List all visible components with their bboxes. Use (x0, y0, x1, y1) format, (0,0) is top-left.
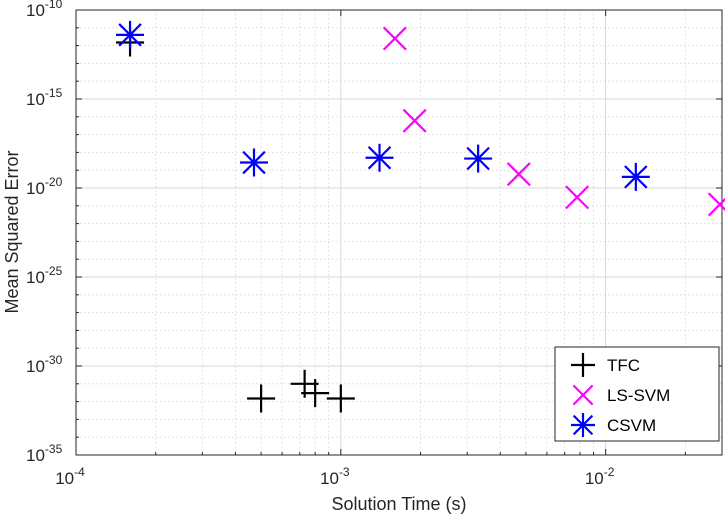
marker-tfc (247, 384, 276, 413)
x-tick-label: 10-4 (55, 465, 85, 488)
legend-marker-csvm (571, 413, 595, 437)
y-tick-exponent: -15 (45, 86, 63, 100)
x-tick-label: 10-2 (585, 465, 615, 488)
y-tick-base: 10 (26, 179, 45, 198)
x-tick-labels: 10-4 10-3 10-2 (55, 465, 615, 488)
y-tick-label: 10-15 (26, 86, 63, 109)
y-tick-exponent: -25 (45, 264, 63, 278)
legend-label-tfc: TFC (607, 356, 640, 375)
x-axis-label: Solution Time (s) (331, 494, 466, 514)
marker-csvm (116, 20, 145, 49)
marker-ls-svm (382, 26, 407, 51)
x-tick-base: 10 (585, 469, 604, 488)
y-tick-exponent: -35 (45, 442, 63, 456)
y-axis-label: Mean Squared Error (2, 150, 22, 313)
marker-csvm (365, 143, 394, 172)
marker-tfc (301, 379, 330, 408)
y-tick-label: 10-30 (26, 353, 63, 376)
marker-ls-svm (707, 192, 725, 217)
x-tick-label: 10-3 (320, 465, 350, 488)
x-tick-base: 10 (320, 469, 339, 488)
marker-tfc (326, 384, 355, 413)
data-markers (116, 20, 725, 413)
legend: TFC LS-SVM CSVM (554, 346, 720, 442)
marker-ls-svm (565, 185, 590, 210)
marker-csvm (464, 144, 493, 173)
marker-ls-svm (402, 108, 427, 133)
legend-marker-ls-svm (572, 384, 594, 406)
y-tick-label: 10-10 (26, 0, 63, 20)
y-tick-exponent: -20 (45, 175, 63, 189)
y-tick-label: 10-20 (26, 175, 63, 198)
y-tick-base: 10 (26, 1, 45, 20)
marker-csvm (621, 162, 650, 191)
y-tick-label: 10-35 (26, 442, 63, 465)
marker-ls-svm (506, 162, 531, 187)
x-tick-exponent: -2 (604, 465, 615, 479)
marker-csvm (239, 148, 268, 177)
axis-ticks (75, 9, 722, 456)
y-tick-base: 10 (26, 90, 45, 109)
y-tick-exponent: -10 (45, 0, 63, 11)
legend-label-csvm: CSVM (607, 416, 656, 435)
legend-label-ls-svm: LS-SVM (607, 386, 670, 405)
y-tick-exponent: -30 (45, 353, 63, 367)
x-tick-exponent: -3 (339, 465, 350, 479)
y-tick-base: 10 (26, 268, 45, 287)
y-tick-base: 10 (26, 357, 45, 376)
plot-frame (75, 9, 723, 456)
y-tick-base: 10 (26, 446, 45, 465)
legend-marker-tfc (571, 353, 595, 377)
x-tick-exponent: -4 (74, 465, 85, 479)
y-tick-label: 10-25 (26, 264, 63, 287)
x-tick-base: 10 (55, 469, 74, 488)
